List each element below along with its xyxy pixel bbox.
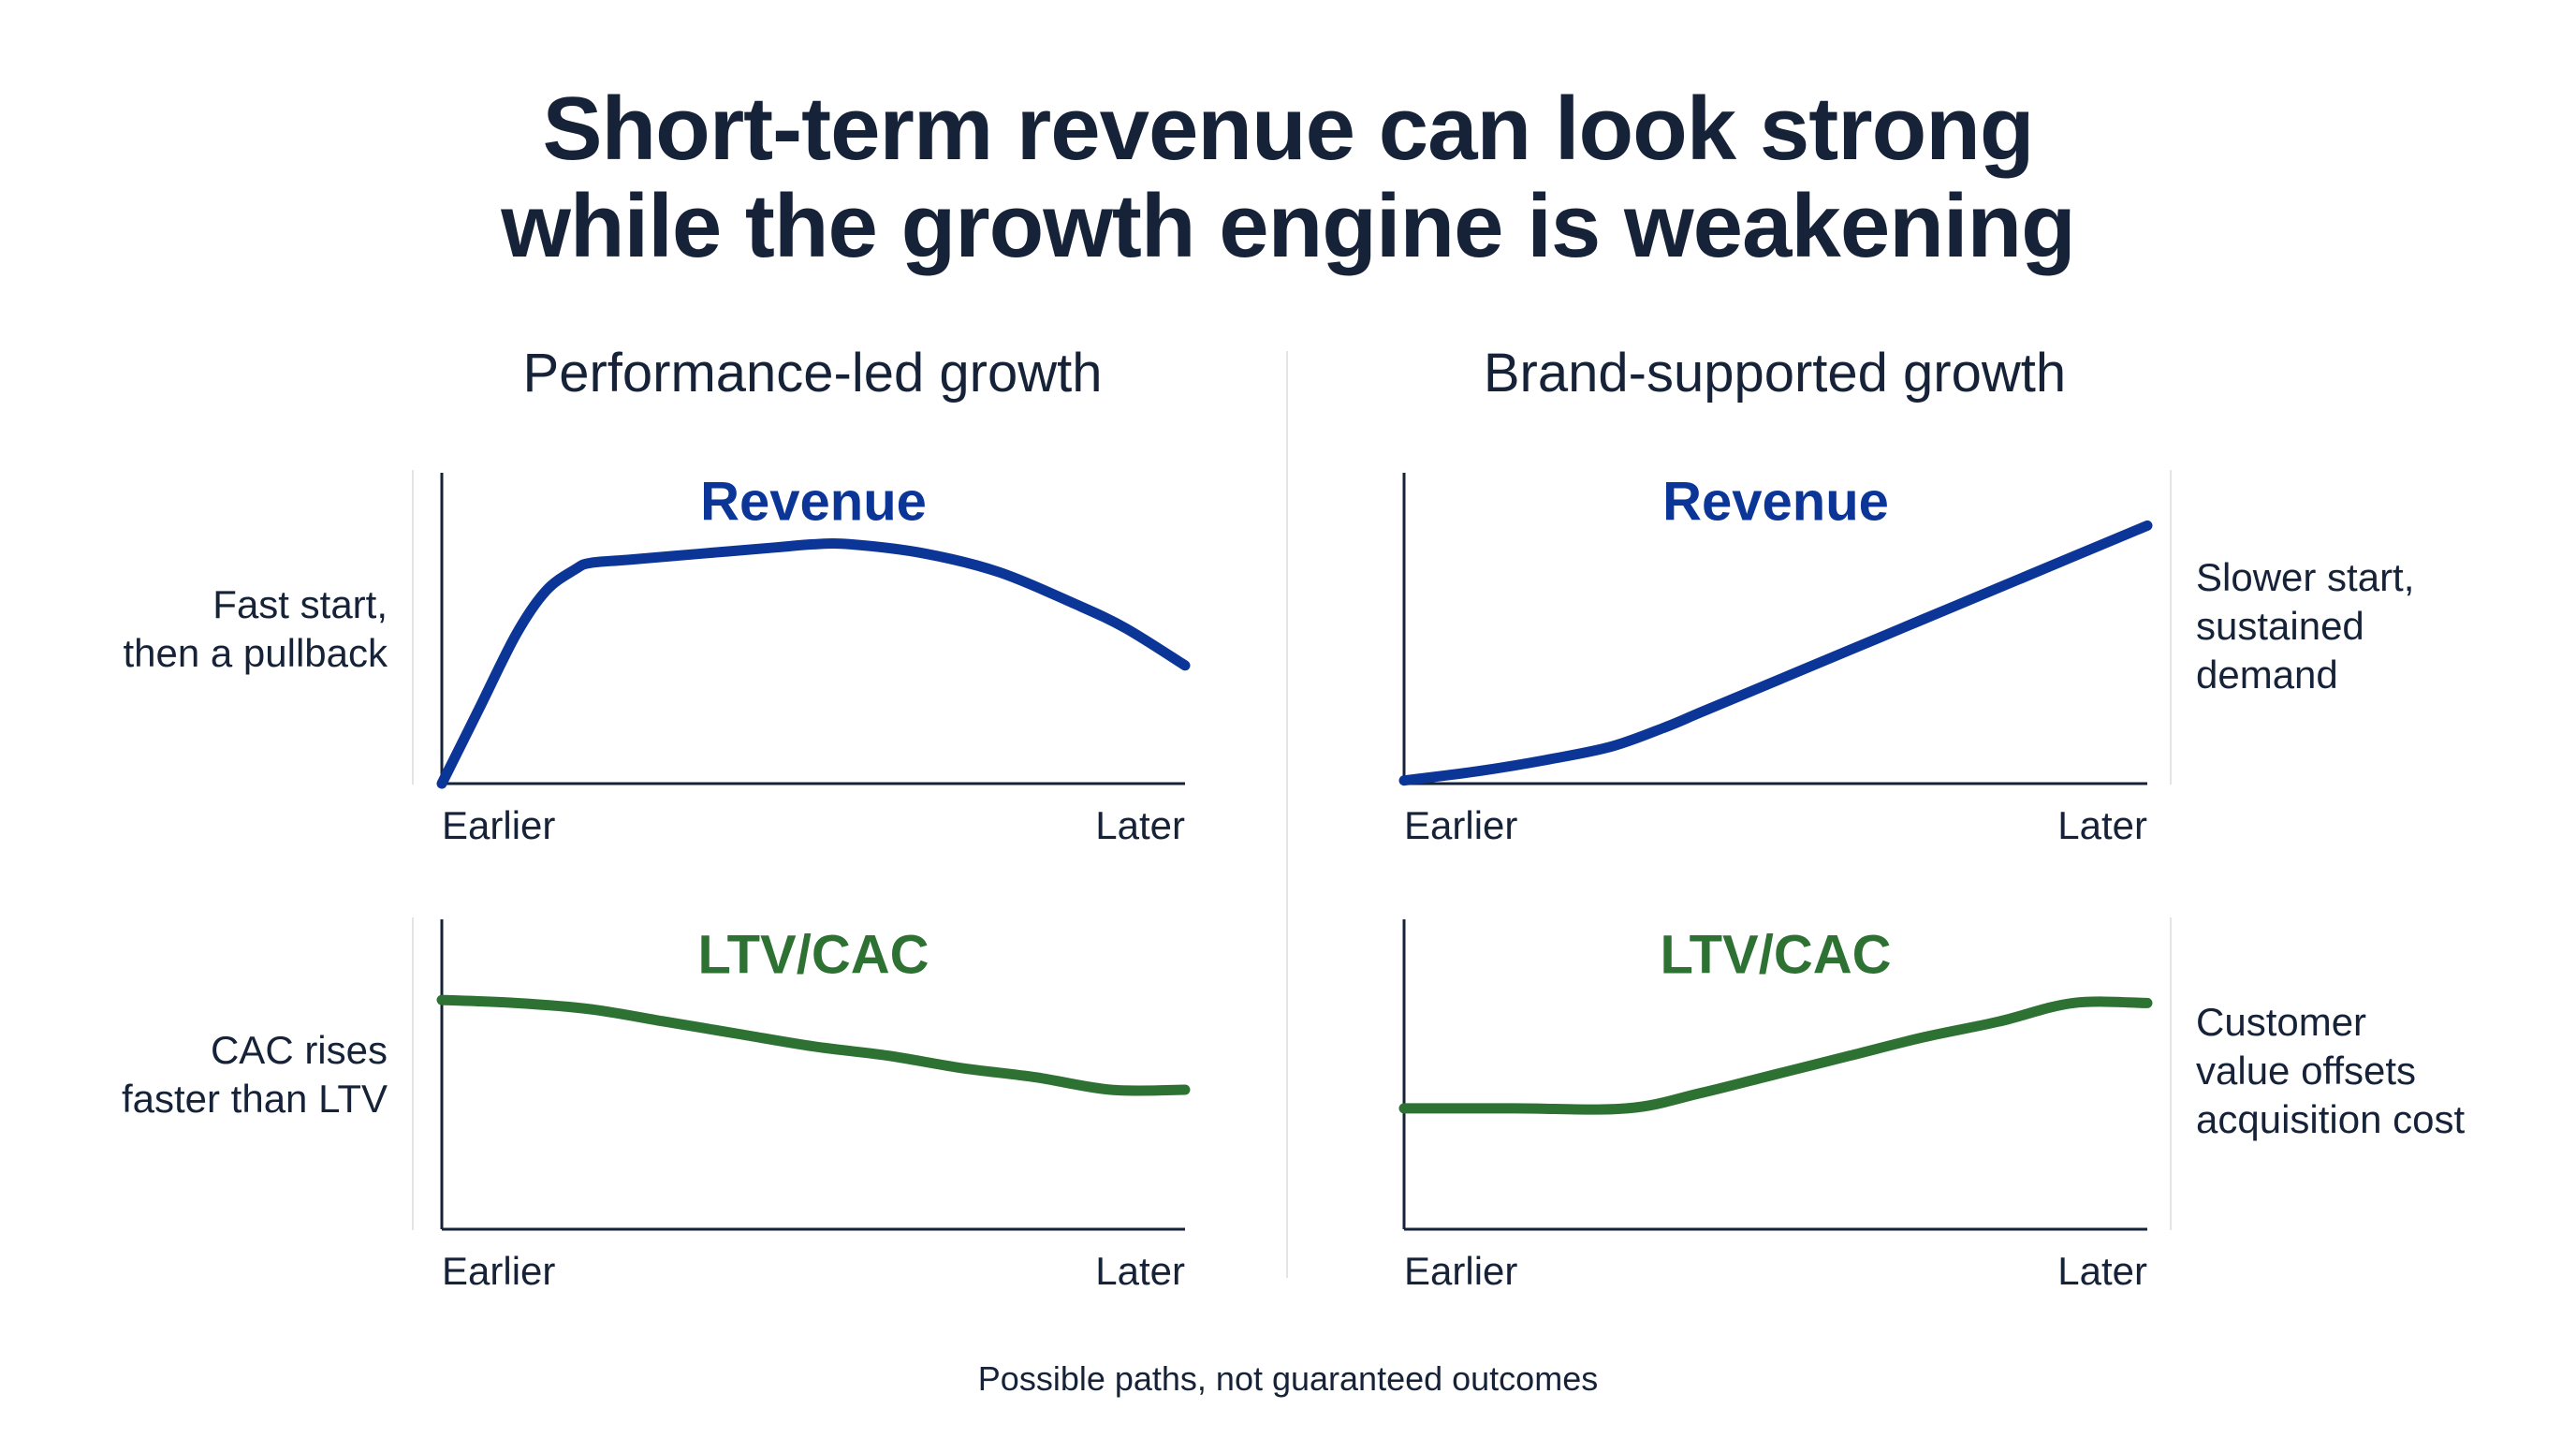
x-tick-label-end: Later [2057, 803, 2147, 847]
x-tick-label-end: Later [1095, 1249, 1185, 1293]
chart-panel-title: LTV/CAC [697, 924, 929, 985]
chart-panel-title: Revenue [700, 471, 927, 532]
x-tick-label-start: Earlier [442, 803, 555, 847]
x-tick-label-start: Earlier [442, 1249, 555, 1293]
chart-panel-2: Revenue Earlier Later [1398, 471, 2153, 847]
chart-panel-title: LTV/CAC [1660, 924, 1891, 985]
note-brand-revenue: Slower start, sustained demand [2196, 553, 2552, 699]
series-line-revenue [1398, 520, 2153, 786]
x-tick-label-end: Later [2057, 1249, 2147, 1293]
chart-panel-title: Revenue [1662, 471, 1889, 532]
column-heading-performance: Performance-led growth [522, 343, 1103, 404]
series-line-revenue [436, 537, 1191, 789]
note-line: acquisition cost [2196, 1097, 2466, 1141]
note-rule [412, 917, 414, 1230]
note-line: faster than LTV [121, 1077, 388, 1121]
x-tick-label-start: Earlier [1404, 1249, 1517, 1293]
note-rule [412, 470, 414, 785]
chart-title-block: Short-term revenue can look strong while… [0, 81, 2576, 275]
note-performance-revenue: Fast start, then a pullback [32, 580, 388, 678]
x-tick-label-end: Later [1095, 803, 1185, 847]
column-heading-brand: Brand-supported growth [1483, 343, 2067, 404]
footer-note: Possible paths, not guaranteed outcomes [977, 1359, 1599, 1398]
title-line-2: while the growth engine is weakening [501, 176, 2076, 276]
series-line-ltv-cac [436, 994, 1191, 1096]
note-rule [2170, 470, 2172, 785]
x-tick-label-start: Earlier [1404, 803, 1517, 847]
note-line: Fast start, [212, 582, 388, 626]
title-line-1: Short-term revenue can look strong [542, 79, 2035, 179]
note-line: Customer [2196, 1000, 2367, 1044]
note-brand-ltvcac: Customer value offsets acquisition cost [2196, 998, 2552, 1144]
series-line-ltv-cac [1398, 996, 2153, 1115]
note-line: sustained [2196, 604, 2364, 648]
column-divider [1286, 351, 1288, 1278]
note-line: then a pullback [123, 631, 388, 675]
note-line: demand [2196, 653, 2338, 697]
chart-panel-3: LTV/CAC Earlier Later [436, 919, 1191, 1293]
note-performance-ltvcac: CAC rises faster than LTV [32, 1026, 388, 1123]
chart-panel-1: Revenue Earlier Later [436, 471, 1191, 847]
note-rule [2170, 917, 2172, 1230]
note-line: CAC rises [210, 1028, 388, 1072]
chart-panel-4: LTV/CAC Earlier Later [1398, 919, 2153, 1293]
note-line: value offsets [2196, 1049, 2417, 1093]
note-line: Slower start, [2196, 555, 2415, 599]
